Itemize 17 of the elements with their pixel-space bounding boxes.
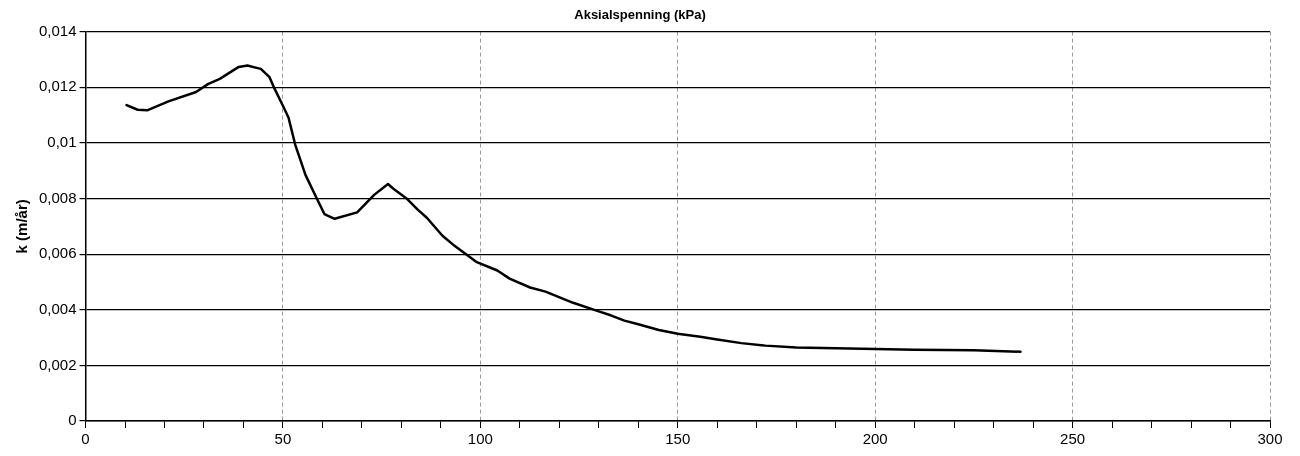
y-tick-label: 0,012: [38, 77, 77, 95]
y-axis-title: k (m/år): [13, 199, 31, 254]
x-tick-label: 250: [1060, 430, 1086, 448]
y-tick-label: 0,002: [38, 355, 77, 373]
x-tick-label: 100: [467, 430, 493, 448]
y-tick-label: 0: [68, 411, 77, 429]
chart-title: Aksialspenning (kPa): [574, 7, 706, 23]
x-tick-label: 200: [862, 430, 888, 448]
x-tick-label: 50: [274, 430, 292, 448]
y-tick-label: 0,004: [38, 299, 77, 317]
y-tick-label: 0,006: [38, 244, 77, 262]
y-tick-label: 0,014: [38, 21, 77, 39]
x-tick-label: 0: [81, 430, 90, 448]
x-tick-label: 150: [665, 430, 691, 448]
y-tick-label: 0,008: [38, 188, 77, 206]
y-tick-label: 0,01: [47, 133, 77, 150]
x-tick-label: 300: [1257, 430, 1283, 448]
